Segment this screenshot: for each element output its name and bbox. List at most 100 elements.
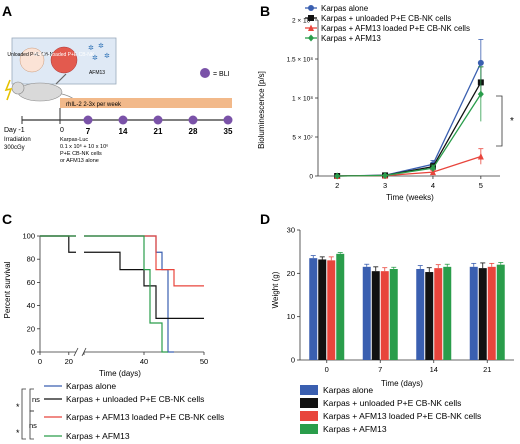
bli-timepoint-dot-icon (83, 115, 93, 125)
bli-timepoint-dot-icon (188, 115, 198, 125)
series-line-alone (334, 39, 484, 179)
bar-alone (309, 258, 318, 360)
legend-label: Karpas + AFM13 (66, 431, 130, 441)
series-line-afm13 (334, 66, 484, 180)
panel-letter-c: C (2, 211, 12, 227)
legend-label: Karpas + AFM13 loaded P+E CB-NK cells (66, 412, 224, 422)
x-tick-label: 3 (383, 181, 387, 190)
data-point (308, 34, 314, 42)
y-tick-label: 1 × 10⁸ (292, 96, 313, 103)
x-tick-label: 0 (38, 357, 42, 366)
chart-b-significance: * (510, 116, 514, 127)
timeline-day-label: 35 (224, 127, 233, 136)
panel-a-schematic: A Unloaded P+E CB-NK AFM13 loaded P+E CB… (2, 3, 233, 164)
loaded-cell-icon (50, 46, 78, 74)
data-point (477, 153, 484, 160)
injection-line-3: P+E CB-NK cells (60, 151, 102, 157)
series-line-loaded (334, 148, 484, 179)
irradiation-bolt-icon (4, 79, 13, 101)
injection-line-1: Karpas-Luc (60, 137, 88, 143)
survival-curve-afm13 (84, 235, 168, 353)
chart-c-xlabel: Time (days) (99, 369, 141, 378)
y-tick-label: 0 (291, 356, 295, 365)
y-tick-label: 20 (287, 269, 295, 278)
antibody-icon: ✲ (104, 52, 110, 60)
data-point (429, 168, 436, 176)
panel-letter-b: B (260, 3, 270, 19)
data-point (382, 171, 389, 179)
y-tick-label: 100 (22, 232, 35, 241)
chart-d-ylabel: Weight (g) (271, 271, 280, 308)
y-tick-label: 80 (27, 255, 35, 264)
bli-legend-label: = BLI (213, 71, 230, 78)
chart-c-legend: Karpas alone Karpas + unloaded P+E CB-NK … (44, 381, 224, 441)
irradiation-label: Irradiation (4, 137, 31, 143)
legend-label: Karpas + AFM13 (323, 424, 387, 434)
x-tick-label: 40 (140, 357, 148, 366)
panel-letter-d: D (260, 211, 270, 227)
y-tick-label: 0 (31, 348, 35, 357)
x-tick-label: 50 (200, 357, 208, 366)
bar-unloaded (478, 268, 487, 360)
legend-label: Karpas + unloaded P+E CB-NK cells (323, 398, 461, 408)
y-tick-label: 30 (287, 226, 295, 235)
antibody-icons: ✲ ✲ ✲ ✲ (88, 42, 110, 62)
panel-letter-a: A (2, 3, 12, 19)
bar-afm13 (336, 253, 345, 360)
legend-swatch (300, 398, 318, 408)
chart-c-series (40, 235, 204, 353)
data-point (308, 24, 314, 31)
bar-unloaded (425, 272, 434, 360)
survival-curve-unloaded (84, 251, 204, 319)
treatment-boxes: Unloaded P+E CB-NK AFM13 loaded P+E CB-N… (7, 37, 117, 85)
stat-ns-1: ns (32, 395, 40, 404)
timeline-day-label: 28 (189, 127, 198, 136)
axis-break-mark (73, 347, 79, 357)
bar-loaded (327, 260, 336, 360)
x-tick-label: 0 (325, 365, 329, 374)
chart-d-xlabel: Time (days) (381, 379, 423, 388)
day-minus1-label: Day -1 (4, 127, 25, 134)
bar-unloaded (371, 271, 380, 360)
bli-timepoint-dot-icon (223, 115, 233, 125)
series-line (337, 155, 482, 177)
panel-b-bioluminescence-chart: B 0 5 × 10⁷ 1 × 10⁸ 1.5 × 10⁸ 2 × 10⁸ 2 3 4 5 Ka… (257, 3, 514, 202)
bar-alone (469, 266, 478, 360)
stat-star-1: * (16, 402, 20, 412)
legend-label: Karpas alone (321, 4, 369, 13)
bli-timepoint-dot-icon (118, 115, 128, 125)
y-tick-label: 20 (27, 324, 35, 333)
chart-b-significance-bracket (496, 95, 503, 147)
bar-loaded (487, 266, 496, 360)
rhil2-label: rhIL-2 2-3x per week (66, 102, 122, 108)
stat-star-2: * (16, 428, 20, 438)
box-label-unloaded: Unloaded P+E CB-NK (7, 52, 57, 58)
legend-label: Karpas + AFM13 loaded P+E CB-NK cells (323, 411, 481, 421)
y-tick-label: 60 (27, 278, 35, 287)
data-point (429, 164, 436, 172)
survival-curve-alone (84, 235, 174, 353)
day0-label: 0 (60, 127, 64, 134)
chart-b-xlabel: Time (weeks) (386, 193, 434, 202)
chart-c-ylabel: Percent survival (3, 261, 12, 318)
x-tick-label: 2 (335, 181, 339, 190)
legend-label: Karpas + AFM13 (321, 34, 381, 43)
panel-d-weight-chart: D 0 10 20 30 0 7 14 21 Time (days) Weight (g) K… (260, 211, 514, 434)
bar-afm13 (496, 264, 505, 360)
y-tick-label: 2 × 10⁸ (292, 18, 313, 25)
chart-b-series (334, 39, 484, 180)
injection-line-4: or AFM13 alone (60, 158, 99, 164)
series-line (337, 93, 482, 177)
bar-afm13 (443, 266, 452, 360)
legend-label: Karpas + unloaded P+E CB-NK cells (66, 394, 204, 404)
legend-label: Karpas alone (323, 385, 373, 395)
y-tick-label: 0 (309, 174, 313, 181)
legend-swatch (300, 424, 318, 434)
antibody-icon: ✲ (98, 42, 104, 50)
x-tick-label: 7 (378, 365, 382, 374)
x-tick-label: 20 (65, 357, 73, 366)
timeline-day-label: 7 (86, 127, 91, 136)
timeline-bli-days: 7 14 21 28 35 (83, 115, 233, 136)
